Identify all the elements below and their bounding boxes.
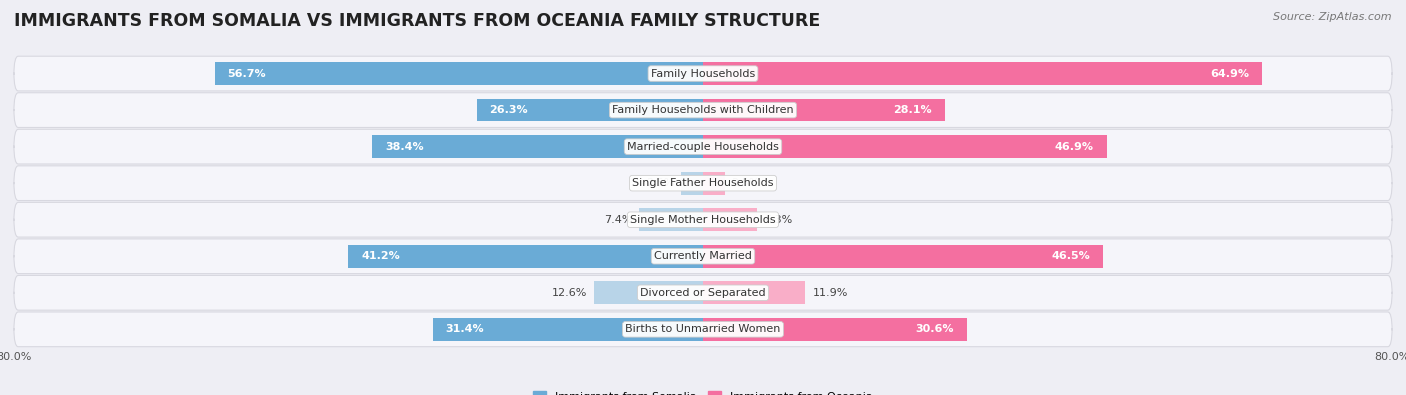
FancyBboxPatch shape [14,239,1392,274]
Bar [703,172,724,194]
Text: 11.9%: 11.9% [813,288,848,298]
Bar [349,245,703,267]
Bar [703,282,806,304]
Text: 31.4%: 31.4% [446,324,484,334]
Text: 46.5%: 46.5% [1052,251,1091,261]
FancyBboxPatch shape [14,129,1392,164]
FancyBboxPatch shape [14,93,1392,128]
Text: Family Households: Family Households [651,69,755,79]
Text: 28.1%: 28.1% [893,105,932,115]
Bar [215,62,703,85]
Text: 30.6%: 30.6% [915,324,953,334]
Text: Currently Married: Currently Married [654,251,752,261]
Bar [703,135,1107,158]
Text: 46.9%: 46.9% [1054,142,1094,152]
Bar [703,62,1263,85]
FancyBboxPatch shape [14,312,1392,347]
Bar [373,135,703,158]
Text: Source: ZipAtlas.com: Source: ZipAtlas.com [1274,12,1392,22]
Bar [595,282,703,304]
Bar [682,172,703,194]
Text: 7.4%: 7.4% [605,215,633,225]
Text: Divorced or Separated: Divorced or Separated [640,288,766,298]
Bar [703,99,945,121]
FancyBboxPatch shape [14,56,1392,91]
Text: 41.2%: 41.2% [361,251,399,261]
Bar [703,209,758,231]
FancyBboxPatch shape [14,166,1392,201]
Bar [433,318,703,340]
Text: Single Mother Households: Single Mother Households [630,215,776,225]
Bar [703,318,966,340]
Text: Births to Unmarried Women: Births to Unmarried Women [626,324,780,334]
Text: 6.3%: 6.3% [763,215,793,225]
Text: Single Father Households: Single Father Households [633,178,773,188]
Bar [640,209,703,231]
FancyBboxPatch shape [14,202,1392,237]
Bar [703,245,1104,267]
Text: 12.6%: 12.6% [553,288,588,298]
FancyBboxPatch shape [14,275,1392,310]
Text: 38.4%: 38.4% [385,142,423,152]
Text: Married-couple Households: Married-couple Households [627,142,779,152]
Text: Family Households with Children: Family Households with Children [612,105,794,115]
Text: 26.3%: 26.3% [489,105,529,115]
Bar [477,99,703,121]
Text: 2.5%: 2.5% [647,178,675,188]
Text: IMMIGRANTS FROM SOMALIA VS IMMIGRANTS FROM OCEANIA FAMILY STRUCTURE: IMMIGRANTS FROM SOMALIA VS IMMIGRANTS FR… [14,12,820,30]
Text: 2.5%: 2.5% [731,178,759,188]
Text: 56.7%: 56.7% [228,69,266,79]
Text: 64.9%: 64.9% [1211,69,1249,79]
Legend: Immigrants from Somalia, Immigrants from Oceania: Immigrants from Somalia, Immigrants from… [529,387,877,395]
